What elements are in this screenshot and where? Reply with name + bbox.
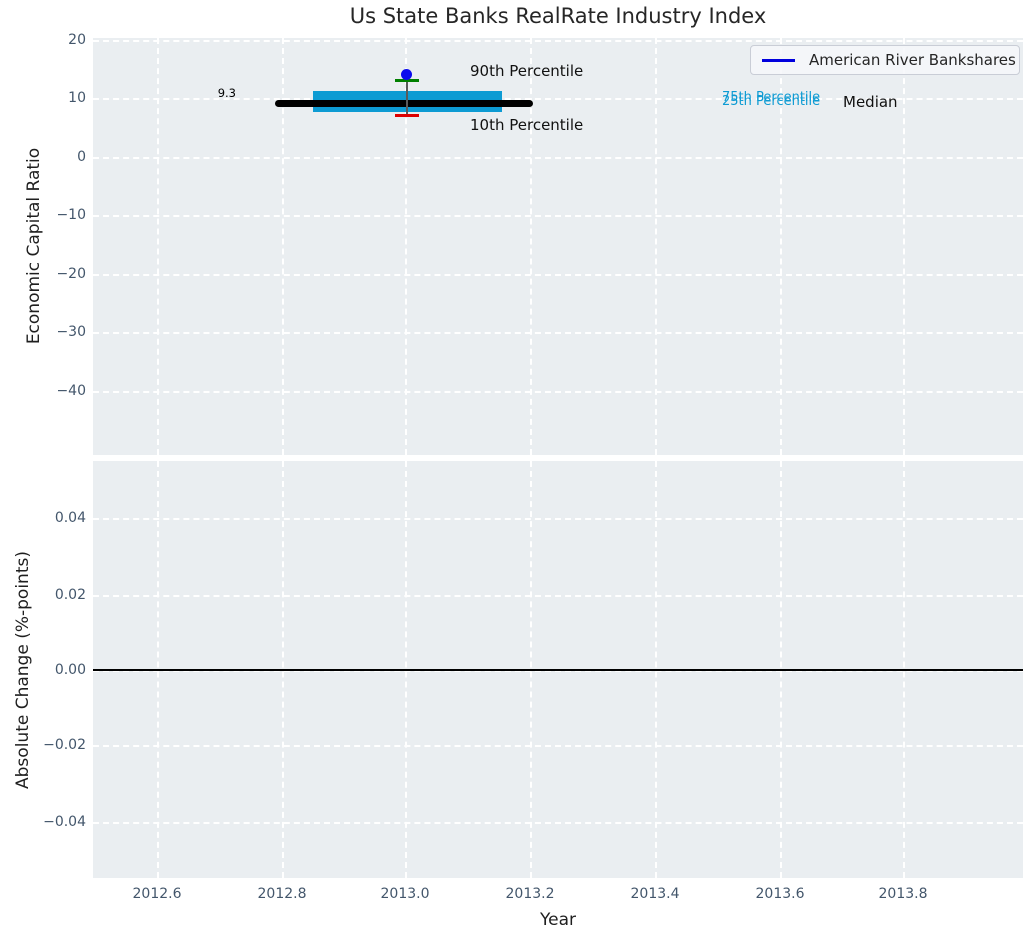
xtick: 2013.8 — [878, 886, 928, 902]
median-line — [275, 100, 533, 107]
xtick: 2012.8 — [257, 886, 307, 902]
errorbar-line — [406, 81, 408, 115]
gridline-vertical — [903, 38, 905, 455]
ytick-top: 20 — [68, 32, 86, 48]
gridline-vertical — [405, 38, 407, 455]
annotation-10th-percentile: 10th Percentile — [470, 116, 584, 134]
gridline-horizontal — [93, 391, 1023, 393]
annotation-75th-percentile: 75th Percentile — [722, 90, 821, 105]
ytick-top: 0 — [77, 149, 86, 165]
xtick: 2013.0 — [380, 886, 430, 902]
gridline-horizontal — [93, 822, 1023, 824]
legend-line-sample — [762, 58, 795, 62]
xtick: 2012.6 — [132, 886, 182, 902]
gridline-horizontal — [93, 40, 1023, 42]
median-value-label: 9.3 — [217, 86, 236, 100]
ytick-top: −20 — [56, 266, 86, 282]
legend-label: American River Bankshares — [809, 51, 1016, 69]
gridline-horizontal — [93, 157, 1023, 159]
ytick-bottom: 0.00 — [54, 662, 86, 678]
annotation-median: Median — [843, 93, 898, 111]
gridline-horizontal — [93, 518, 1023, 520]
gridline-horizontal — [93, 215, 1023, 217]
gridline-horizontal — [93, 274, 1023, 276]
gridline-horizontal — [93, 595, 1023, 597]
ytick-top: −10 — [56, 207, 86, 223]
ytick-top: 10 — [68, 90, 86, 106]
errorbar-cap-90th — [395, 79, 419, 82]
x-axis-label: Year — [540, 910, 576, 930]
top-subplot: 9.3 90th Percentile 10th Percentile 75th… — [93, 38, 1023, 455]
xtick: 2013.6 — [755, 886, 805, 902]
xtick: 2013.2 — [505, 886, 555, 902]
gridline-vertical — [655, 38, 657, 455]
bottom-subplot — [93, 461, 1023, 878]
errorbar-cap-10th — [395, 114, 419, 117]
zero-change-line — [93, 669, 1023, 671]
ytick-top: −40 — [56, 383, 86, 399]
annotation-90th-percentile: 90th Percentile — [470, 62, 584, 80]
y-axis-label-bottom: Absolute Change (%-points) — [13, 551, 33, 789]
gridline-vertical — [157, 38, 159, 455]
gridline-vertical — [530, 38, 532, 455]
chart-title: Us State Banks RealRate Industry Index — [349, 4, 767, 28]
gridline-vertical — [282, 38, 284, 455]
gridline-horizontal — [93, 670, 1023, 672]
gridline-horizontal — [93, 332, 1023, 334]
legend: American River Bankshares — [750, 45, 1020, 75]
ytick-top: −30 — [56, 324, 86, 340]
gridline-vertical — [780, 38, 782, 455]
gridline-horizontal — [93, 98, 1023, 100]
ytick-bottom: 0.04 — [54, 510, 86, 526]
ytick-bottom: −0.02 — [43, 737, 86, 753]
gridline-horizontal — [93, 745, 1023, 747]
annotation-25th-percentile: 25th Percentile — [722, 94, 821, 109]
y-axis-label-top: Economic Capital Ratio — [24, 147, 44, 345]
xtick: 2013.4 — [630, 886, 680, 902]
ytick-bottom: −0.04 — [43, 814, 86, 830]
company-data-point — [401, 69, 412, 80]
ytick-bottom: 0.02 — [54, 587, 86, 603]
